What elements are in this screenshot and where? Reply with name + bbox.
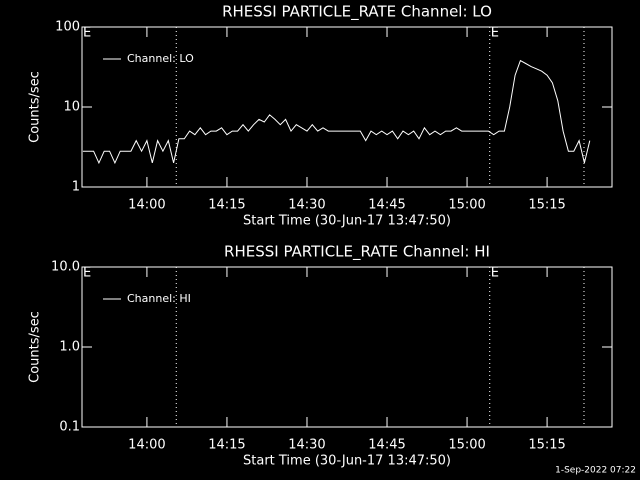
- y-axis-title: Counts/sec: [28, 71, 43, 143]
- chart-title: RHESSI PARTICLE_RATE Channel: HI: [224, 243, 490, 262]
- y-axis-title: Counts/sec: [28, 311, 43, 383]
- event-marker: E: [83, 266, 91, 281]
- x-tick-label: 14:00: [128, 198, 165, 213]
- legend-label: Channel: HI: [127, 292, 191, 305]
- x-tick-label: 15:15: [528, 438, 565, 453]
- x-tick-label: 14:45: [368, 438, 405, 453]
- x-axis-title: Start Time (30-Jun-17 13:47:50): [243, 214, 451, 229]
- y-tick-label: 1: [72, 180, 80, 195]
- x-tick-label: 14:45: [368, 198, 405, 213]
- y-tick-label: 10: [63, 100, 80, 115]
- x-tick-label: 15:00: [448, 198, 485, 213]
- chart-title: RHESSI PARTICLE_RATE Channel: LO: [222, 3, 492, 22]
- y-tick-label: 100: [55, 20, 80, 35]
- x-tick-label: 14:15: [208, 198, 245, 213]
- event-marker: E: [491, 266, 499, 281]
- y-tick-label: 0.1: [59, 420, 80, 435]
- event-marker: E: [491, 26, 499, 41]
- x-axis-title: Start Time (30-Jun-17 13:47:50): [243, 454, 451, 469]
- data-line: [82, 59, 591, 165]
- event-marker: E: [83, 26, 91, 41]
- y-tick-label: 10.0: [51, 260, 80, 275]
- y-tick-label: 1.0: [59, 340, 80, 355]
- x-tick-label: 15:15: [528, 198, 565, 213]
- legend-label: Channel: LO: [127, 52, 194, 65]
- x-tick-label: 14:30: [288, 438, 325, 453]
- timestamp: 1-Sep-2022 07:22: [555, 466, 636, 476]
- plot-frame: [81, 26, 613, 188]
- x-tick-label: 14:30: [288, 198, 325, 213]
- x-tick-label: 15:00: [448, 438, 485, 453]
- plot-frame: [81, 266, 613, 428]
- x-tick-label: 14:15: [208, 438, 245, 453]
- x-tick-label: 14:00: [128, 438, 165, 453]
